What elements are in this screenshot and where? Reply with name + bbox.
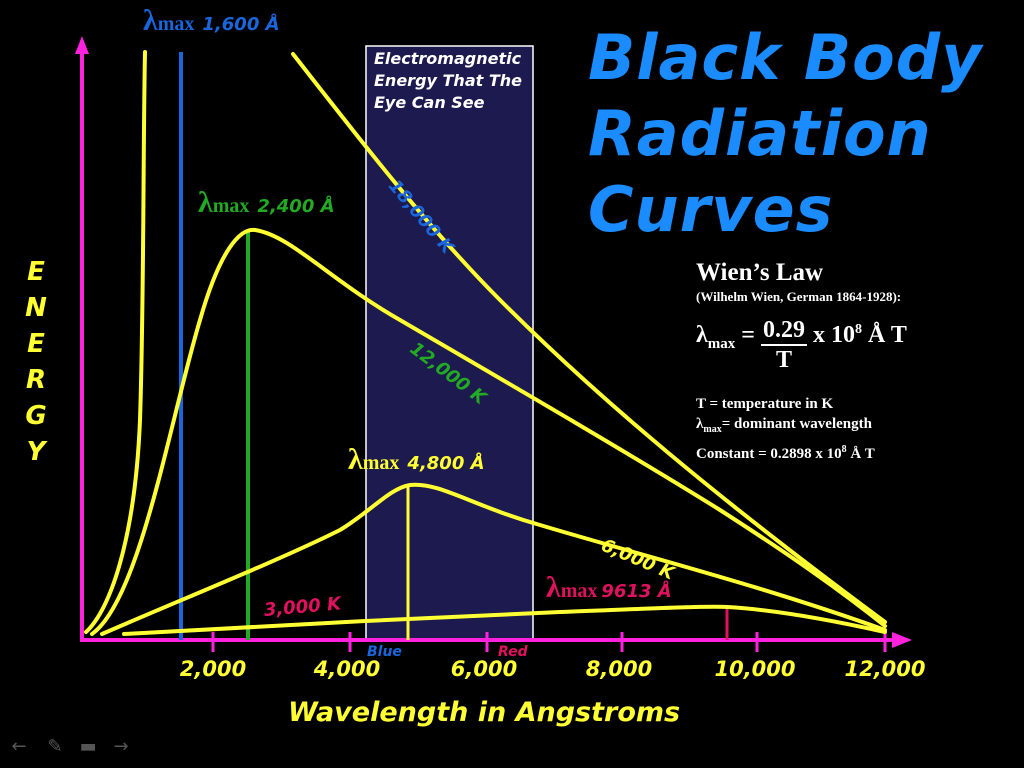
curve-18000k-fall [291,52,887,624]
slide-menu-button[interactable]: ▬ [77,735,99,757]
eq-numerator: 0.29 [760,316,807,346]
y-label-letter: E [27,329,45,359]
note-lambda-symbol: λ [696,416,704,432]
y-label-letter: R [25,365,47,395]
x-axis-label: Wavelength in Angstroms [288,697,681,728]
note-constant-pre: Constant = 0.2898 x 10 [696,446,842,462]
x-tick-label: 4,000 [313,657,381,681]
next-slide-button[interactable]: → [110,735,132,757]
curve-12000k [90,227,887,636]
x-tick-label: 8,000 [585,657,653,681]
wiens-law-title: Wien’s Law [696,259,824,286]
visible-band-line-3: Eye Can See [374,93,485,112]
y-label-letter: Y [26,437,46,467]
peak-label-1600: λmax 1,600 Å [143,4,280,38]
note-constant: Constant = 0.2898 x 108 Å T [696,440,907,464]
wiens-law-panel: Wien’s Law (Wilhelm Wien, German 1864-19… [696,258,907,464]
wiens-law-notes: T = temperature in K λmax= dominant wave… [696,394,907,464]
y-label-letter: E [27,257,45,287]
y-label-letter: G [25,401,47,431]
x-tick-label: 6,000 [450,657,518,681]
x-axis-arrow-icon [892,632,912,648]
note-lambda-text: = dominant wavelength [721,416,872,432]
blue-label: Blue [367,644,402,660]
arrow-left-icon: ← [11,735,27,757]
eq-fraction: 0.29 T [760,316,807,374]
pen-icon: ✎ [47,735,63,757]
eq-denominator: T [775,347,792,373]
peak-label-9613: λmax 9613 Å [546,571,672,605]
eq-exp: 8 [854,322,862,337]
peak-value: 9613 Å [601,581,672,602]
peak-lambda: λ [143,4,158,37]
title-line-2: Radiation [588,97,932,170]
y-axis-label: E N E R G Y [22,254,50,470]
eq-lambda: λ [696,322,708,348]
y-axis-arrow-icon [75,36,89,54]
eq-sub: max [707,335,736,352]
peak-value: 4,800 Å [407,453,485,474]
visible-band-line-2: Energy That The [374,71,522,90]
eq-unit: Å T [861,322,907,348]
note-lambda-sub: max [703,424,722,435]
curve-18000k-rise [84,50,147,634]
wiens-law-equation: λmax = 0.29 T x 108 Å T [696,316,907,374]
peak-label-2400: λmax 2,400 Å [198,186,335,220]
x-tick-label: 2,000 [179,657,247,681]
title-line-3: Curves [588,173,834,246]
eq-rest: x 10 [806,322,855,348]
peak-lambda: λ [198,186,213,219]
curve-6000k [100,482,887,636]
axes [75,36,912,652]
arrow-right-icon: → [113,735,129,757]
curve-3000k [122,604,887,636]
red-label: Red [498,644,528,660]
title-line-1: Black Body [588,21,983,94]
chart-title: Black Body Radiation Curves [588,20,1008,248]
peak-value: 1,600 Å [202,14,280,35]
visible-band-line-1: Electromagnetic [374,49,522,68]
x-tick-label: 10,000 [714,657,796,681]
x-tick-label: 12,000 [844,657,926,681]
visible-light-band [365,45,534,641]
wiens-law-subtitle: (Wilhelm Wien, German 1864-1928): [696,289,902,304]
peak-lambda: λ [546,571,561,604]
peak-sub: max [560,580,598,602]
peak-value: 2,400 Å [257,196,335,217]
pen-tool-button[interactable]: ✎ [44,735,66,757]
visible-band-label: Electromagnetic Energy That The Eye Can … [374,48,522,114]
eq-equals: = [735,322,761,348]
menu-icon: ▬ [79,735,97,757]
previous-slide-button[interactable]: ← [8,735,30,757]
peak-label-4800: λmax 4,800 Å [348,443,485,477]
note-temperature: T = temperature in K [696,396,834,412]
y-label-letter: N [25,293,47,323]
peak-sub: max [362,452,400,474]
note-constant-post: Å T [846,446,875,462]
note-constant-exp: 8 [841,444,847,455]
peak-sub: max [212,195,250,217]
peak-sub: max [157,13,195,35]
note-lambda: λmax= dominant wavelength [696,414,907,440]
peak-lambda: λ [348,443,363,476]
